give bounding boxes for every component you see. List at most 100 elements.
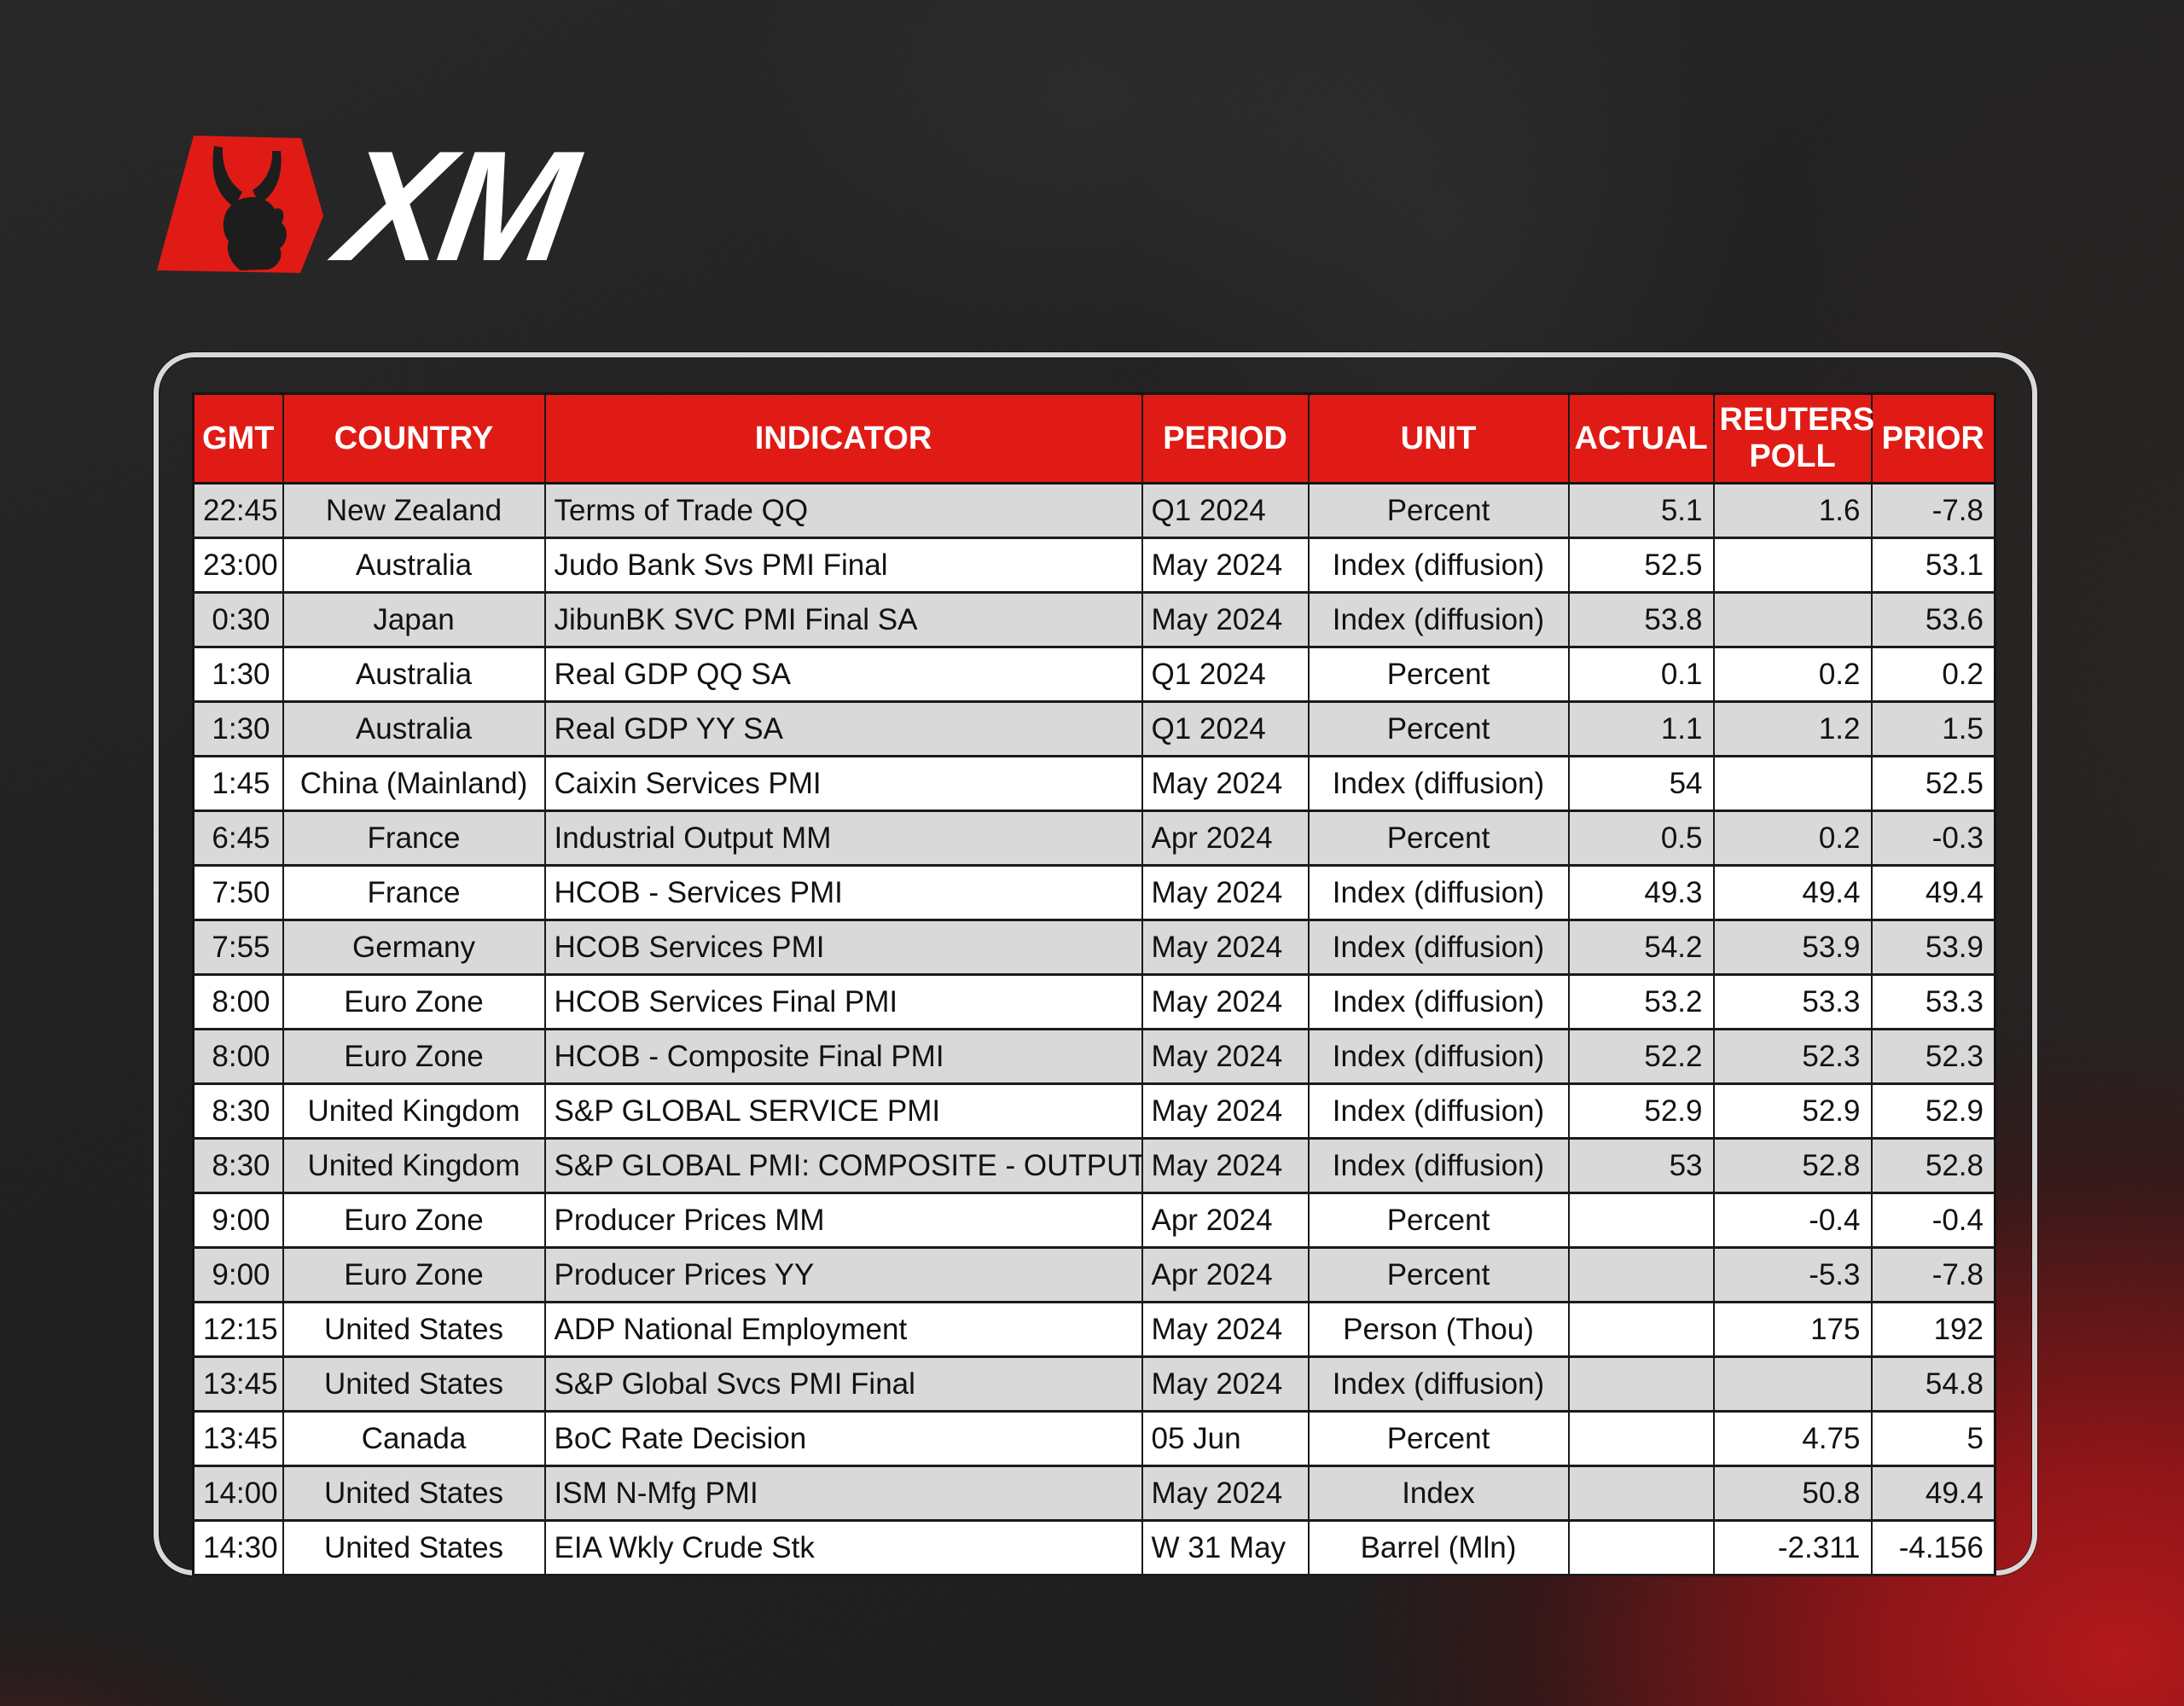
cell-reuters-poll: 49.4 (1712, 864, 1873, 921)
cell-unit: Index (diffusion) (1307, 1028, 1570, 1085)
cell-gmt: 8:30 (192, 1082, 284, 1140)
cell-unit: Index (diffusion) (1307, 1137, 1570, 1194)
cell-country: Euro Zone (282, 1246, 546, 1303)
cell-actual: 52.5 (1567, 537, 1715, 594)
cell-prior: 1.5 (1870, 700, 1996, 757)
cell-actual (1567, 1301, 1715, 1358)
cell-actual: 52.2 (1567, 1028, 1715, 1085)
cell-unit: Percent (1307, 482, 1570, 539)
cell-unit: Person (Thou) (1307, 1301, 1570, 1358)
cell-indicator: HCOB Services PMI (543, 919, 1143, 976)
cell-unit: Percent (1307, 1410, 1570, 1467)
cell-prior: 5 (1870, 1410, 1996, 1467)
cell-reuters-poll: 0.2 (1712, 809, 1873, 867)
cell-reuters-poll: -5.3 (1712, 1246, 1873, 1303)
cell-country: United States (282, 1355, 546, 1413)
cell-unit: Percent (1307, 1246, 1570, 1303)
cell-actual (1567, 1465, 1715, 1522)
xm-logo: XM (155, 118, 582, 293)
cell-prior: 53.9 (1870, 919, 1996, 976)
col-header-prior: PRIOR (1870, 392, 1996, 485)
col-header-unit: UNIT (1307, 392, 1570, 485)
cell-actual: 0.1 (1567, 646, 1715, 703)
cell-gmt: 7:55 (192, 919, 284, 976)
cell-indicator: ADP National Employment (543, 1301, 1143, 1358)
table-row: 9:00 Euro Zone Producer Prices MM Apr 2024 P… (192, 1192, 1996, 1249)
cell-prior: 52.3 (1870, 1028, 1996, 1085)
cell-unit: Index (diffusion) (1307, 537, 1570, 594)
cell-indicator: HCOB - Services PMI (543, 864, 1143, 921)
table-row: 1:45 China (Mainland) Caixin Services PMI M… (192, 755, 1996, 812)
cell-country: Japan (282, 591, 546, 648)
cell-unit: Index (diffusion) (1307, 1355, 1570, 1413)
cell-period: May 2024 (1141, 1028, 1310, 1085)
cell-prior: 52.8 (1870, 1137, 1996, 1194)
cell-gmt: 8:00 (192, 973, 284, 1030)
cell-prior: -7.8 (1870, 482, 1996, 539)
cell-country: Australia (282, 646, 546, 703)
cell-gmt: 14:00 (192, 1465, 284, 1522)
cell-prior: 53.1 (1870, 537, 1996, 594)
cell-period: May 2024 (1141, 973, 1310, 1030)
cell-gmt: 13:45 (192, 1410, 284, 1467)
cell-unit: Index (diffusion) (1307, 1082, 1570, 1140)
cell-period: Q1 2024 (1141, 700, 1310, 757)
col-header-gmt: GMT (192, 392, 284, 485)
cell-period: May 2024 (1141, 591, 1310, 648)
cell-gmt: 12:15 (192, 1301, 284, 1358)
cell-reuters-poll (1712, 591, 1873, 648)
cell-period: 05 Jun (1141, 1410, 1310, 1467)
cell-country: Canada (282, 1410, 546, 1467)
cell-prior: 53.6 (1870, 591, 1996, 648)
cell-indicator: BoC Rate Decision (543, 1410, 1143, 1467)
cell-country: Euro Zone (282, 1192, 546, 1249)
cell-period: May 2024 (1141, 1355, 1310, 1413)
xm-bull-icon (157, 136, 323, 273)
cell-actual: 52.9 (1567, 1082, 1715, 1140)
cell-reuters-poll: 53.9 (1712, 919, 1873, 976)
cell-indicator: Judo Bank Svs PMI Final (543, 537, 1143, 594)
cell-indicator: Real GDP QQ SA (543, 646, 1143, 703)
cell-unit: Barrel (Mln) (1307, 1519, 1570, 1576)
table-row: 13:45 Canada BoC Rate Decision 05 Jun Percen… (192, 1410, 1996, 1467)
cell-prior: 49.4 (1870, 1465, 1996, 1522)
cell-actual: 1.1 (1567, 700, 1715, 757)
cell-gmt: 1:45 (192, 755, 284, 812)
cell-country: United States (282, 1465, 546, 1522)
cell-country: China (Mainland) (282, 755, 546, 812)
cell-period: May 2024 (1141, 1465, 1310, 1522)
cell-actual: 49.3 (1567, 864, 1715, 921)
table-row: 8:30 United Kingdom S&P GLOBAL PMI: COMPOS… (192, 1137, 1996, 1194)
cell-unit: Percent (1307, 1192, 1570, 1249)
cell-unit: Index (1307, 1465, 1570, 1522)
cell-period: May 2024 (1141, 1082, 1310, 1140)
cell-reuters-poll (1712, 537, 1873, 594)
cell-indicator: ISM N-Mfg PMI (543, 1465, 1143, 1522)
cell-prior: -0.4 (1870, 1192, 1996, 1249)
cell-period: Q1 2024 (1141, 646, 1310, 703)
cell-prior: 53.3 (1870, 973, 1996, 1030)
col-header-country: COUNTRY (282, 392, 546, 485)
cell-indicator: Terms of Trade QQ (543, 482, 1143, 539)
cell-prior: 52.5 (1870, 755, 1996, 812)
cell-gmt: 14:30 (192, 1519, 284, 1576)
cell-period: May 2024 (1141, 537, 1310, 594)
table-row: 0:30 Japan JibunBK SVC PMI Final SA May 202… (192, 591, 1996, 648)
cell-actual: 5.1 (1567, 482, 1715, 539)
cell-reuters-poll: -2.311 (1712, 1519, 1873, 1576)
table-row: 14:30 United States EIA Wkly Crude Stk W 31… (192, 1519, 1996, 1576)
cell-reuters-poll: 1.2 (1712, 700, 1873, 757)
cell-indicator: Producer Prices MM (543, 1192, 1143, 1249)
cell-period: May 2024 (1141, 919, 1310, 976)
table-row: 13:45 United States S&P Global Svcs PMI Fi… (192, 1355, 1996, 1413)
cell-gmt: 13:45 (192, 1355, 284, 1413)
cell-gmt: 8:30 (192, 1137, 284, 1194)
cell-country: United States (282, 1301, 546, 1358)
table-row: 12:15 United States ADP National Employmen… (192, 1301, 1996, 1358)
cell-unit: Index (diffusion) (1307, 591, 1570, 648)
cell-prior: 54.8 (1870, 1355, 1996, 1413)
table-row: 22:45 New Zealand Terms of Trade QQ Q1 2024… (192, 482, 1996, 539)
cell-indicator: Caixin Services PMI (543, 755, 1143, 812)
cell-prior: -4.156 (1870, 1519, 1996, 1576)
cell-country: Euro Zone (282, 1028, 546, 1085)
